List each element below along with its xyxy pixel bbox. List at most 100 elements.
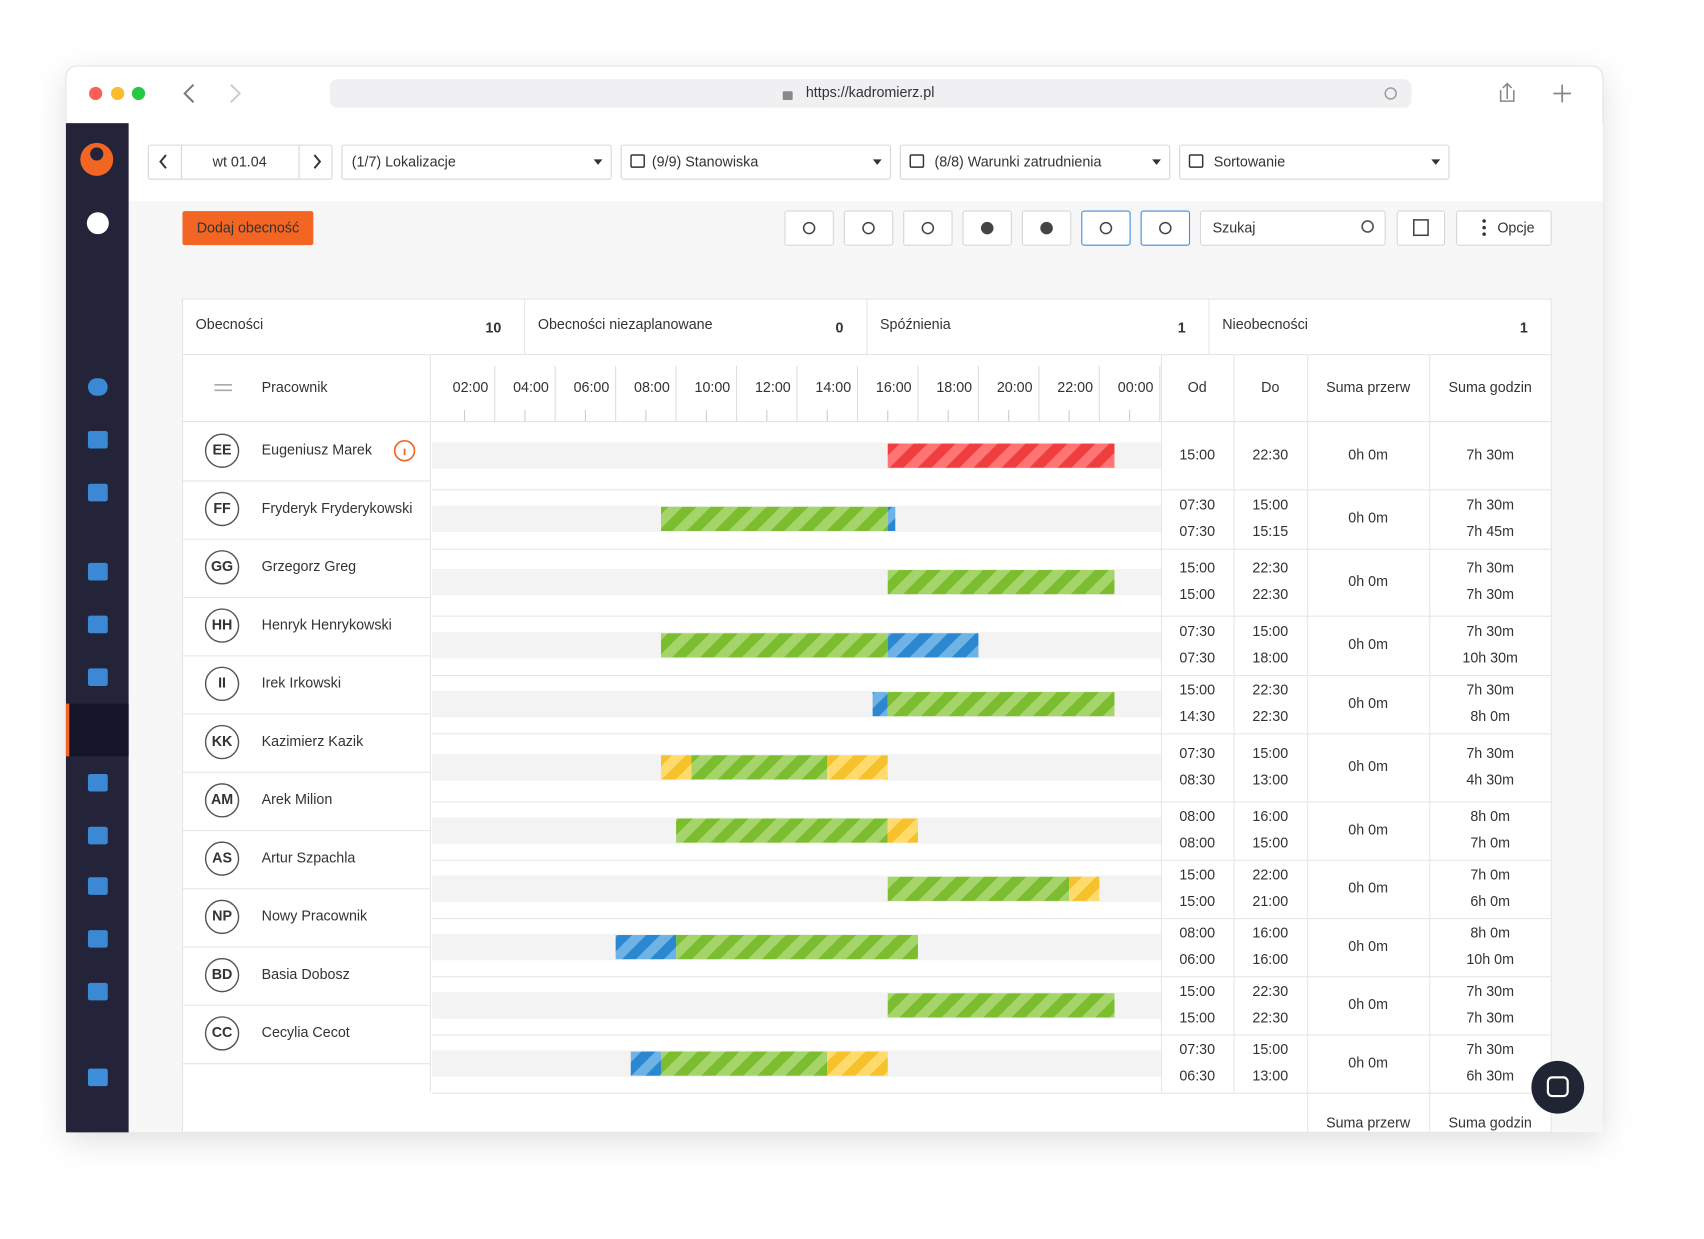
shift-bar-blue[interactable] (615, 935, 677, 960)
sidebar-icon[interactable] (87, 562, 108, 581)
avatar-initials: NP (212, 909, 232, 925)
shift-bar-yellow[interactable] (827, 1051, 888, 1076)
sidebar-icon[interactable] (87, 668, 108, 687)
employee-name[interactable]: Cecylia Cecot (262, 1025, 350, 1041)
url-bar[interactable] (329, 79, 1412, 108)
dropdown-label: (9/9) Stanowiska (652, 154, 758, 170)
sidebar-icon[interactable] (87, 930, 108, 948)
sidebar-icon[interactable] (87, 615, 108, 634)
dropdown-label: (8/8) Warunki zatrudnienia (934, 154, 1101, 170)
shift-bar-blue[interactable] (872, 692, 888, 717)
timeline-tick-label: 18:00 (936, 380, 972, 396)
shift-bar-yellow[interactable] (887, 818, 918, 843)
sidebar-icon[interactable] (87, 483, 108, 502)
dropdown[interactable] (620, 144, 892, 180)
shift-bar-blue[interactable] (630, 1051, 661, 1076)
actual-from: 15:00 (1179, 587, 1215, 603)
breaks: 0h 0m (1348, 759, 1388, 775)
summary-value: 1 (1520, 321, 1528, 337)
shift-bar-green[interactable] (887, 876, 1070, 901)
share-icon[interactable] (1499, 82, 1515, 102)
employee-name[interactable]: Arek Milion (262, 792, 333, 808)
back-arrow[interactable] (183, 83, 195, 103)
employee-name[interactable]: Basia Dobosz (262, 967, 350, 983)
icon-button[interactable] (1081, 210, 1131, 246)
reload-icon[interactable] (1384, 87, 1397, 100)
actual-to: 13:00 (1252, 1069, 1288, 1085)
shift-bar-green[interactable] (660, 1051, 828, 1076)
sidebar-icon[interactable] (87, 877, 108, 895)
search-input[interactable] (1199, 210, 1386, 246)
next-day[interactable] (313, 154, 322, 169)
avatar (204, 957, 240, 993)
sidebar-active-item[interactable] (65, 703, 129, 757)
close-dot[interactable] (89, 86, 103, 101)
employee-name[interactable]: Grzegorz Greg (262, 559, 357, 575)
shift-bar-green[interactable] (887, 692, 1115, 717)
icon-button[interactable] (1140, 210, 1191, 246)
chat-button[interactable] (1531, 1060, 1585, 1114)
shift-bar-green[interactable] (887, 993, 1115, 1018)
shift-bar-green[interactable] (676, 818, 888, 843)
icon-button[interactable] (784, 210, 834, 246)
avatar (204, 550, 240, 585)
shift-bar-yellow[interactable] (827, 755, 888, 780)
actual-from: 06:30 (1179, 1069, 1215, 1085)
shift-bar-green[interactable] (660, 506, 888, 532)
shift-bar-yellow[interactable] (1069, 876, 1100, 901)
sidebar-icon[interactable] (87, 430, 108, 449)
planned-hours: 7h 30m (1466, 1042, 1514, 1058)
planned-hours: 8h 0m (1470, 809, 1510, 825)
planned-to: 22:30 (1252, 984, 1288, 1000)
shift-bar-blue[interactable] (887, 633, 979, 658)
timeline-tick-label: 16:00 (876, 380, 912, 396)
sidebar-icon[interactable] (87, 1068, 108, 1087)
employee-name[interactable]: Fryderyk Fryderykowski (262, 501, 413, 517)
sidebar-icon[interactable] (87, 378, 108, 396)
planned-to: 22:30 (1252, 561, 1288, 577)
minimize-dot[interactable] (111, 86, 125, 101)
dropdown[interactable] (899, 144, 1171, 180)
dropdown-icon (1188, 154, 1204, 168)
employee-name[interactable]: Kazimierz Kazik (262, 734, 364, 750)
planned-to: 16:00 (1252, 809, 1288, 825)
add-attendance-button[interactable] (182, 211, 314, 246)
avatar (204, 433, 240, 468)
shift-bar-green[interactable] (676, 935, 918, 960)
icon-button[interactable] (843, 210, 894, 246)
avatar-initials: GG (211, 559, 233, 575)
maximize-dot[interactable] (131, 86, 146, 101)
employee-name[interactable]: Nowy Pracownik (262, 909, 368, 925)
employee-name[interactable]: Irek Irkowski (262, 676, 341, 692)
shift-bar-green[interactable] (887, 570, 1115, 595)
new-tab-icon[interactable] (1553, 84, 1571, 103)
date-picker[interactable] (147, 144, 333, 180)
shift-bar-red[interactable] (887, 443, 1115, 468)
alert-icon[interactable] (393, 440, 416, 462)
actual-to: 15:00 (1252, 836, 1288, 852)
dropdown[interactable] (341, 144, 612, 180)
sidebar-icon[interactable] (87, 826, 108, 845)
employee-name[interactable]: Eugeniusz Marek (262, 443, 373, 459)
search-icon (1361, 220, 1374, 233)
avatar (204, 666, 240, 702)
shift-bar-yellow[interactable] (660, 755, 692, 780)
icon-glyph (980, 221, 994, 235)
icon-button[interactable] (903, 210, 953, 246)
shift-bar-green[interactable] (691, 755, 828, 780)
shift-bar-blue[interactable] (887, 506, 896, 532)
sidebar-icon[interactable] (87, 982, 108, 1001)
sidebar-icon[interactable] (87, 773, 108, 792)
actual-to: 15:15 (1252, 524, 1288, 540)
planned-from: 15:00 (1179, 984, 1215, 1000)
employee-name[interactable]: Artur Szpachla (262, 850, 356, 866)
dropdown[interactable] (1179, 144, 1450, 180)
prev-day[interactable] (159, 154, 167, 169)
shift-bar-green[interactable] (660, 633, 888, 658)
forward-arrow[interactable] (230, 83, 242, 103)
profile-icon[interactable] (86, 212, 109, 235)
employee-name[interactable]: Henryk Henrykowski (262, 617, 392, 633)
options-button[interactable] (1456, 210, 1552, 246)
export-button[interactable] (1396, 210, 1446, 246)
